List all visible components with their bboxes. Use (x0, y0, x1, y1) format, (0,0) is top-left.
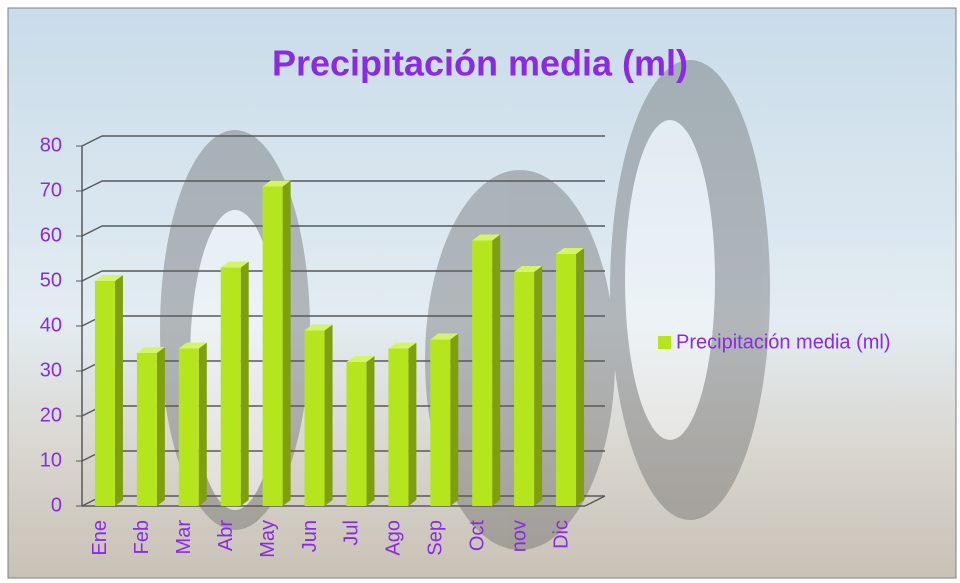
x-tick-label: Ene (89, 520, 111, 556)
bar-side (366, 356, 375, 506)
bar (346, 362, 367, 506)
grid-line-side (81, 225, 103, 237)
x-tick-label: Jun (299, 520, 321, 552)
legend-label: Precipitación media (ml) (676, 331, 891, 353)
bar-top (136, 347, 165, 353)
y-tick-label: 70 (40, 179, 62, 201)
y-tick-label: 30 (40, 359, 62, 381)
x-tick-label: Mar (173, 520, 195, 555)
x-tick-label: Oct (466, 520, 488, 552)
bar-side (324, 324, 333, 506)
grid-line-side (81, 270, 103, 282)
bar (388, 348, 409, 506)
bar-side (240, 261, 249, 506)
bar (304, 330, 325, 506)
x-tick-label: nov (508, 520, 530, 552)
y-tick-label: 40 (40, 314, 62, 336)
bar-side (156, 347, 165, 506)
bar-top (262, 180, 291, 187)
bar (430, 339, 451, 506)
bar-top (220, 261, 249, 268)
bar-top (472, 234, 501, 241)
bar-top (556, 248, 585, 254)
bar-top (94, 275, 123, 281)
bar (262, 186, 283, 506)
x-tick-label: Dic (550, 520, 572, 549)
y-tick-label: 10 (40, 449, 62, 471)
x-tick-label: Feb (131, 520, 153, 554)
y-tick-label: 50 (40, 269, 62, 291)
chart-title: Precipitación media (ml) (272, 43, 688, 84)
bar-side (408, 342, 417, 506)
y-tick-label: 0 (51, 494, 62, 516)
bar (220, 267, 241, 506)
y-tick-label: 80 (40, 134, 62, 156)
bar (472, 240, 493, 506)
bar-top (178, 342, 207, 349)
y-tick-label: 20 (40, 404, 62, 426)
grid-line-side (81, 180, 103, 192)
bar-side (576, 248, 585, 506)
x-axis-side (584, 495, 606, 507)
grid-line-side (81, 135, 103, 147)
bar-top (304, 324, 333, 331)
bar-top (346, 356, 375, 362)
bar (178, 348, 199, 506)
bar (94, 281, 115, 506)
bar-side (492, 234, 501, 506)
bar-side (534, 266, 543, 506)
bar-top (514, 266, 543, 272)
legend-swatch (658, 336, 671, 349)
x-tick-label: Abr (215, 520, 237, 551)
bar (556, 254, 577, 506)
bar-side (282, 180, 291, 506)
x-tick-label: May (257, 520, 279, 558)
y-tick-label: 60 (40, 224, 62, 246)
bar-top (388, 342, 417, 349)
bar-side (450, 333, 459, 506)
bar-side (114, 275, 123, 506)
bar-top (430, 333, 459, 340)
bar (514, 272, 535, 506)
x-tick-label: Sep (425, 520, 447, 556)
x-tick-label: Jul (341, 520, 363, 546)
bar-side (198, 342, 207, 506)
x-tick-label: Ago (383, 520, 405, 556)
bar (136, 353, 157, 506)
